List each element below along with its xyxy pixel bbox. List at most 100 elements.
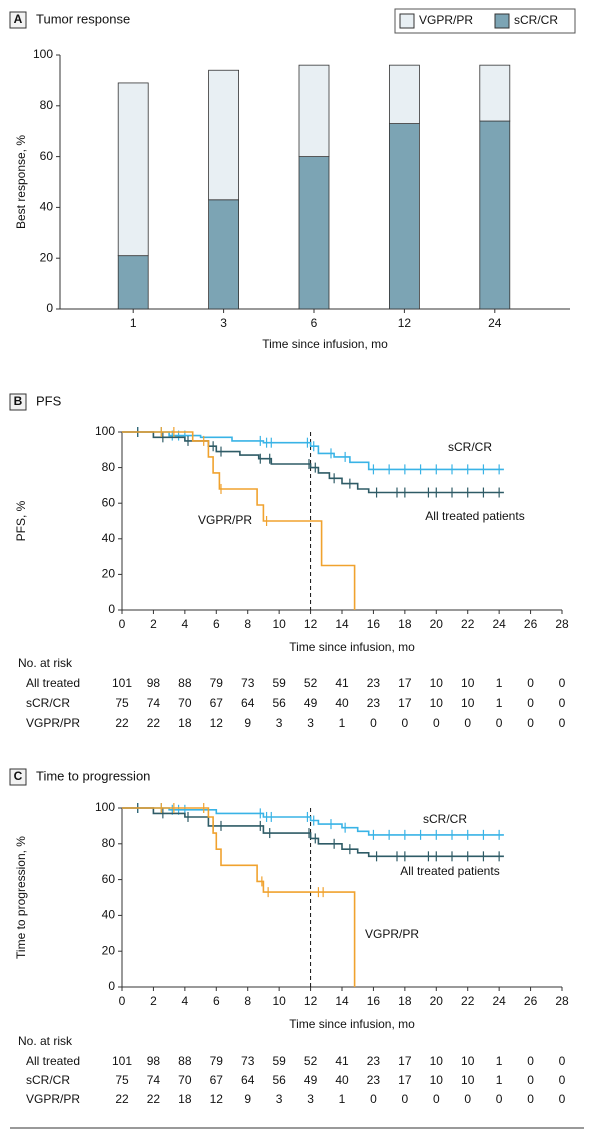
x-tick-label: 8: [244, 617, 251, 631]
x-tick-label: 1: [130, 316, 137, 330]
risk-count: 9: [244, 716, 251, 730]
risk-count: 0: [496, 716, 503, 730]
x-tick-label: 12: [398, 316, 412, 330]
risk-count: 0: [433, 1092, 440, 1106]
risk-count: 0: [527, 1054, 534, 1068]
risk-count: 10: [461, 1073, 475, 1087]
risk-count: 18: [178, 1092, 192, 1106]
risk-count: 1: [496, 1073, 503, 1087]
x-tick-label: 16: [367, 617, 381, 631]
risk-count: 59: [272, 676, 286, 690]
panel-title: PFS: [36, 393, 62, 408]
risk-count: 101: [112, 676, 132, 690]
risk-count: 59: [272, 1054, 286, 1068]
survival-curve: [122, 431, 504, 471]
risk-count: 101: [112, 1054, 132, 1068]
x-tick-label: 2: [150, 617, 157, 631]
risk-count: 0: [527, 1073, 534, 1087]
x-tick-label: 0: [119, 617, 126, 631]
risk-count: 0: [559, 1073, 566, 1087]
x-tick-label: 10: [272, 617, 286, 631]
risk-count: 0: [559, 716, 566, 730]
x-tick-label: 14: [335, 617, 349, 631]
risk-row-label: VGPR/PR: [26, 716, 80, 730]
risk-count: 74: [147, 696, 161, 710]
risk-count: 0: [464, 1092, 471, 1106]
risk-count: 0: [559, 1054, 566, 1068]
risk-count: 0: [433, 716, 440, 730]
risk-count: 74: [147, 1073, 161, 1087]
risk-table-title: No. at risk: [18, 656, 73, 670]
risk-count: 22: [147, 716, 161, 730]
y-tick-label: 80: [102, 836, 116, 850]
risk-count: 10: [430, 1073, 444, 1087]
risk-count: 75: [115, 1073, 129, 1087]
risk-count: 0: [559, 1092, 566, 1106]
risk-count: 0: [370, 716, 377, 730]
risk-count: 70: [178, 1073, 192, 1087]
risk-count: 23: [367, 676, 381, 690]
x-tick-label: 16: [367, 994, 381, 1008]
risk-count: 1: [339, 1092, 346, 1106]
risk-count: 64: [241, 1073, 255, 1087]
risk-count: 49: [304, 696, 318, 710]
x-tick-label: 10: [272, 994, 286, 1008]
y-tick-label: 20: [102, 567, 116, 581]
risk-count: 10: [430, 696, 444, 710]
risk-count: 41: [335, 676, 349, 690]
x-axis-label: Time since infusion, mo: [289, 1017, 415, 1031]
y-tick-label: 100: [95, 424, 115, 438]
bar-segment: [117, 82, 149, 257]
x-tick-label: 0: [119, 994, 126, 1008]
risk-count: 10: [461, 1054, 475, 1068]
risk-count: 0: [559, 676, 566, 690]
bar-segment: [479, 64, 511, 122]
risk-count: 0: [496, 1092, 503, 1106]
x-tick-label: 20: [430, 994, 444, 1008]
x-tick-label: 12: [304, 994, 318, 1008]
risk-count: 3: [276, 1092, 283, 1106]
risk-count: 70: [178, 696, 192, 710]
bar-segment: [117, 255, 149, 310]
series-label: VGPR/PR: [365, 927, 419, 941]
risk-count: 98: [147, 676, 161, 690]
panel-letter: B: [14, 394, 23, 408]
series-label: All treated patients: [400, 864, 499, 878]
risk-count: 0: [527, 696, 534, 710]
risk-count: 12: [210, 1092, 224, 1106]
risk-count: 18: [178, 716, 192, 730]
series-label: All treated patients: [425, 509, 524, 523]
risk-table-title: No. at risk: [18, 1034, 73, 1048]
y-tick-label: 20: [102, 943, 116, 957]
bar-segment: [388, 64, 420, 124]
risk-count: 23: [367, 696, 381, 710]
panel-title: Tumor response: [36, 11, 130, 26]
x-tick-label: 8: [244, 994, 251, 1008]
risk-count: 10: [461, 676, 475, 690]
y-tick-label: 60: [102, 495, 116, 509]
risk-count: 1: [496, 1054, 503, 1068]
risk-count: 22: [147, 1092, 161, 1106]
risk-count: 17: [398, 676, 412, 690]
risk-count: 1: [496, 676, 503, 690]
x-tick-label: 20: [430, 617, 444, 631]
panel-letter-box: [9, 768, 27, 786]
risk-row-label: All treated: [26, 1054, 80, 1068]
risk-count: 67: [210, 1073, 224, 1087]
panel-letter: A: [14, 12, 23, 26]
x-tick-label: 22: [461, 994, 475, 1008]
survival-curve: [122, 807, 504, 858]
risk-count: 12: [210, 716, 224, 730]
y-tick-label: 60: [40, 149, 54, 163]
risk-count: 40: [335, 696, 349, 710]
risk-count: 52: [304, 676, 318, 690]
risk-count: 22: [115, 716, 129, 730]
panel-letter-box: [9, 11, 27, 29]
risk-count: 40: [335, 1073, 349, 1087]
legend-label: VGPR/PR: [419, 13, 473, 27]
x-tick-label: 14: [335, 994, 349, 1008]
risk-count: 52: [304, 1054, 318, 1068]
x-tick-label: 24: [492, 994, 506, 1008]
x-tick-label: 3: [220, 316, 227, 330]
risk-count: 0: [370, 1092, 377, 1106]
